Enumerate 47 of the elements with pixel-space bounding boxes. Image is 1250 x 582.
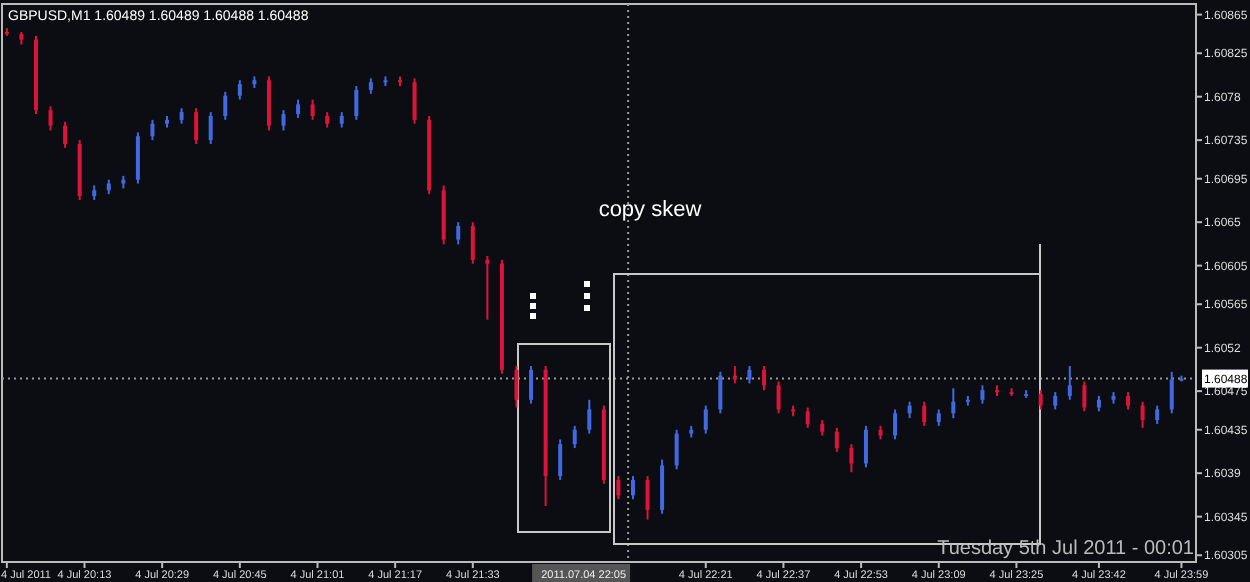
candlestick [863,424,868,469]
candlestick [558,438,563,481]
candlestick [645,475,650,521]
candlestick [674,428,679,471]
candlestick [834,426,839,453]
candlestick [208,111,213,145]
candlestick [616,475,621,501]
candlestick [572,424,577,450]
candlestick [587,398,592,435]
candlestick [1169,370,1174,415]
candlestick [805,406,810,429]
candlestick [456,221,461,246]
candlestick [63,120,68,149]
candlestick [922,400,927,427]
candlestick [660,458,665,515]
candlestick [529,365,534,405]
candlestick [1067,365,1072,401]
candlestick [470,221,475,265]
candlestick [1155,404,1160,425]
candlestick [980,384,985,405]
candlestick [893,408,898,441]
candlestick [135,131,140,185]
candlestick [776,380,781,415]
candlestick [296,98,301,119]
candlestick [703,404,708,435]
candlestick [630,475,635,501]
candlestick [223,90,228,121]
candlestick [514,365,519,409]
candlestick [951,387,956,420]
candlestick [412,77,417,125]
candlestick [310,98,315,121]
candlestick [1140,400,1145,429]
annotation: copy skew [598,198,702,222]
candlestick [849,443,854,474]
candlestick [237,79,242,101]
candlestick [150,118,155,142]
candlestick [266,75,271,132]
candlestick [718,370,723,415]
candlestick [1082,380,1087,413]
candlestick [762,365,767,392]
candlestick [194,107,199,145]
annotation: Tuesday 5th Jul 2011 - 00:01 [937,538,1195,560]
candlestick [354,85,359,121]
candlestick [281,109,286,132]
candlestick [1038,389,1043,411]
candlestick [48,105,53,132]
candlestick [485,254,490,321]
